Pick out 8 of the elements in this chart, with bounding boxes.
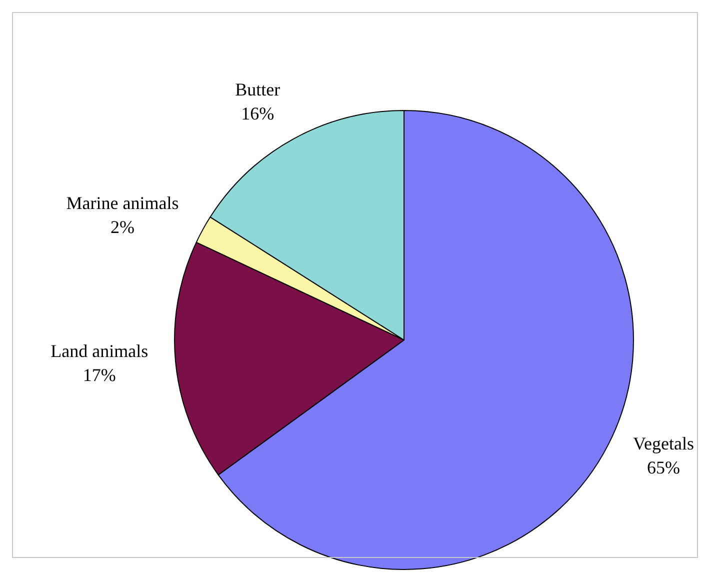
slice-label: Vegetals [633, 433, 694, 454]
data-label: 17% [82, 364, 116, 385]
data-label: 2% [110, 216, 135, 237]
data-label: 65% [647, 457, 680, 478]
slice-label: Butter [235, 79, 280, 100]
slice-label: Land animals [50, 340, 148, 361]
data-label: 16% [241, 103, 274, 124]
slice-label: Marine animals [66, 192, 179, 213]
